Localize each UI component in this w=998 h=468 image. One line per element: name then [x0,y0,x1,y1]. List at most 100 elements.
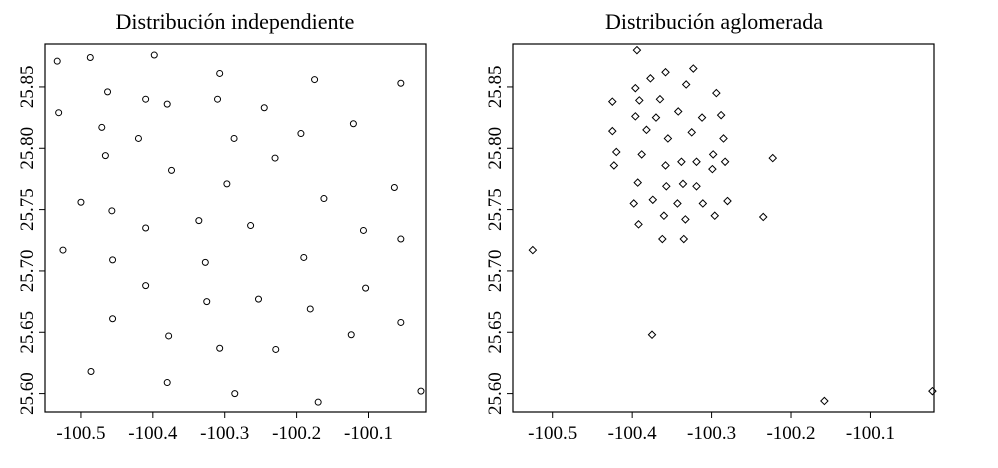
data-point [658,234,667,244]
data-point [53,57,61,65]
data-point [397,235,405,243]
data-point [687,128,697,137]
data-point [203,298,211,306]
x-tick-label: -100.2 [766,423,815,444]
data-point [646,74,655,83]
data-point [109,315,117,323]
data-point [692,157,701,167]
data-point [397,318,405,326]
data-point [397,79,405,87]
data-point [716,110,726,120]
data-point [101,152,109,160]
data-point [528,245,538,255]
data-point [708,164,717,174]
data-point [634,220,643,229]
data-point [59,246,67,254]
data-point [134,134,142,142]
data-point [720,157,730,167]
x-tick-label: -100.1 [846,423,895,444]
data-point [633,178,643,187]
y-tick-label: 25.85 [17,66,38,109]
data-point [150,51,158,59]
data-point [168,166,176,174]
data-point [216,69,224,77]
data-point [661,161,670,170]
data-point [710,211,720,221]
data-point [247,222,255,230]
data-point [692,181,701,191]
data-point [260,104,268,112]
data-point [214,95,222,103]
data-point [697,113,707,122]
data-point [255,295,263,303]
data-point [698,199,708,208]
data-point [223,180,231,188]
data-point [163,100,171,108]
data-point [417,387,425,395]
data-point [362,284,370,292]
data-point [634,96,644,105]
data-point [679,234,689,244]
data-point [297,130,305,138]
data-point [642,125,651,135]
data-point [651,113,661,122]
x-tick-label: -100.4 [128,423,178,444]
data-point [659,211,669,221]
data-point [611,147,621,157]
data-point [719,134,728,143]
x-tick-label: -100.1 [344,423,393,444]
data-point [55,109,63,117]
data-point [142,95,150,103]
data-point [632,45,642,55]
data-point [306,305,314,313]
data-point [637,150,646,159]
data-point [300,253,308,261]
x-tick-label: -100.3 [687,423,736,444]
data-point [723,196,732,206]
data-point [216,344,224,352]
data-point [607,126,617,136]
y-tick-label: 25.70 [17,250,38,293]
data-point [359,226,367,234]
y-tick-label: 25.75 [485,188,506,231]
data-point [163,379,171,387]
x-tick-label: -100.2 [272,423,321,444]
data-point [768,153,778,163]
data-point [165,332,173,340]
chart-aglomerada: Distribución aglomerada -100.5 -100.4 -100.… [485,9,937,444]
data-point [631,112,640,121]
x-tick-label: -100.5 [528,423,577,444]
data-point [77,198,85,206]
data-point [195,217,203,225]
data-point [314,398,322,406]
y-tick-label: 25.85 [485,66,506,109]
y-tick-label: 25.60 [17,372,38,415]
data-point [142,224,150,232]
y-tick-label: 25.80 [17,127,38,170]
data-point [673,107,683,116]
x-tick-label: -100.4 [608,423,658,444]
chart-independiente: Distribución independiente -100.5 -100.4 -1… [17,9,427,444]
y-tick-label: 25.70 [485,250,506,293]
y-tick-label: 25.75 [17,188,38,231]
data-point [681,215,690,224]
y-tick-label: 25.65 [17,311,38,354]
x-tick-label: -100.5 [56,423,105,444]
data-point [607,97,617,106]
data-point [655,94,665,104]
data-point [673,199,682,208]
chart-title: Distribución aglomerada [605,9,823,34]
data-point [311,76,319,84]
data-point [661,67,670,77]
y-tick-label: 25.60 [485,372,506,415]
y-tick-label: 25.80 [485,127,506,170]
data-point [708,150,718,159]
data-point [231,390,239,398]
data-point [662,181,671,191]
data-point [86,53,94,61]
data-point [678,179,688,189]
data-point [677,157,686,167]
data-point [663,134,673,143]
data-point [87,368,95,376]
